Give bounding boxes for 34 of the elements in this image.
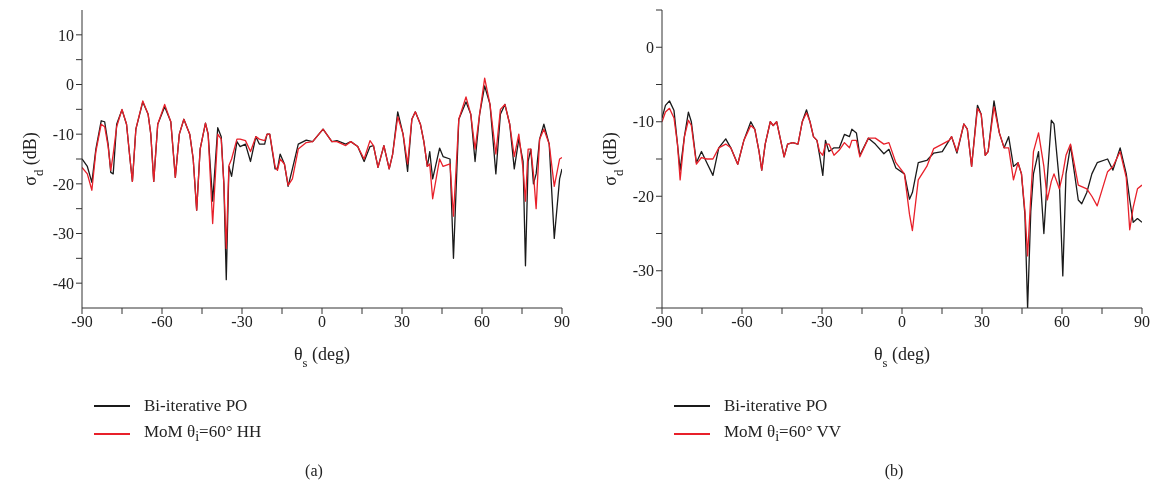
x-tick-label: 90 [554, 313, 570, 331]
x-axis-title: θ$_{s}$ (deg) [873, 344, 931, 370]
x-tick-label: 30 [394, 313, 410, 331]
y-tick-label: 0 [66, 76, 74, 94]
y-tick-label: -30 [52, 225, 74, 243]
y-tick-label: -20 [52, 175, 74, 193]
y-tick-label: -20 [632, 187, 654, 205]
x-tick-label: 30 [974, 313, 990, 331]
text: (a) [304, 462, 324, 480]
x-tick-label: -60 [151, 313, 173, 331]
y-tick-label: -10 [632, 113, 654, 131]
x-tick-label: 60 [474, 313, 490, 331]
x-tick-label: 90 [1134, 313, 1150, 331]
x-tick-label: 0 [898, 313, 906, 331]
y-tick-label: -40 [52, 274, 74, 292]
x-tick-label: 60 [1054, 313, 1070, 331]
x-axis-title: θ$_{s}$ (deg) [293, 344, 351, 370]
y-tick-label: 10 [58, 26, 74, 44]
y-tick-label: -30 [632, 262, 654, 280]
legend-label: MoM θ$_{i}$=60° VV [724, 422, 841, 446]
y-tick-label: -10 [52, 125, 74, 143]
legend-label: MoM θ$_{i}$=60° HH [144, 422, 262, 446]
text: (b) [883, 462, 905, 480]
x-tick-label: -60 [731, 313, 753, 331]
legend-label: Bi-iterative PO [144, 396, 248, 416]
x-tick-label: -90 [651, 313, 673, 331]
line-series [662, 106, 1142, 257]
legend-label: Bi-iterative PO [724, 396, 828, 416]
y-tick-label: 0 [646, 38, 654, 56]
x-tick-label: -30 [811, 313, 833, 331]
x-tick-label: -30 [231, 313, 253, 331]
line-series [82, 77, 562, 250]
x-tick-label: -90 [71, 313, 93, 331]
x-tick-label: 0 [318, 313, 326, 331]
